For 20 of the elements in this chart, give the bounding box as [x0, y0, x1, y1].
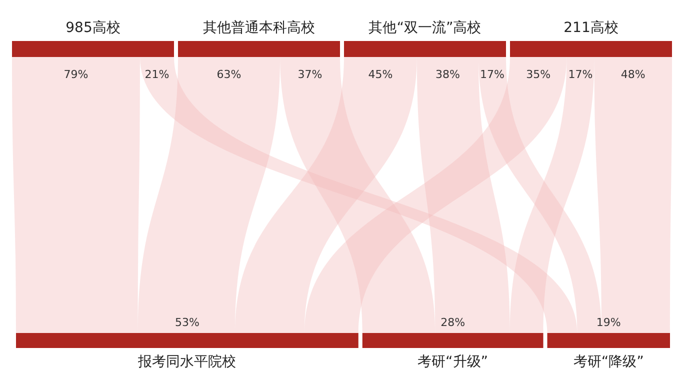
text: 53% [174, 316, 200, 329]
data-label: 48% [620, 68, 646, 81]
text: 19% [596, 316, 621, 329]
text: 28% [440, 316, 466, 329]
data-label: 35% [526, 68, 551, 81]
data-label: 17% [568, 68, 593, 81]
category-label: 211高校 [564, 20, 618, 36]
data-label: 21% [144, 68, 170, 81]
data-label: 38% [435, 68, 460, 81]
data-label: 17% [480, 68, 504, 81]
data-label: 37% [298, 68, 322, 81]
series-label: 考研“降级” [573, 354, 644, 370]
series-label: 考研“升级” [418, 354, 488, 370]
category-label: 985高校 [66, 20, 120, 36]
data-label: 79% [64, 68, 88, 81]
series-label: 报考同水平院校 [137, 354, 236, 370]
category-label: 其他普通本科高校 [203, 19, 315, 36]
category-label: 其他“双一流”高校 [368, 20, 482, 36]
data-label: 45% [368, 68, 393, 81]
data-label: 63% [216, 68, 242, 81]
